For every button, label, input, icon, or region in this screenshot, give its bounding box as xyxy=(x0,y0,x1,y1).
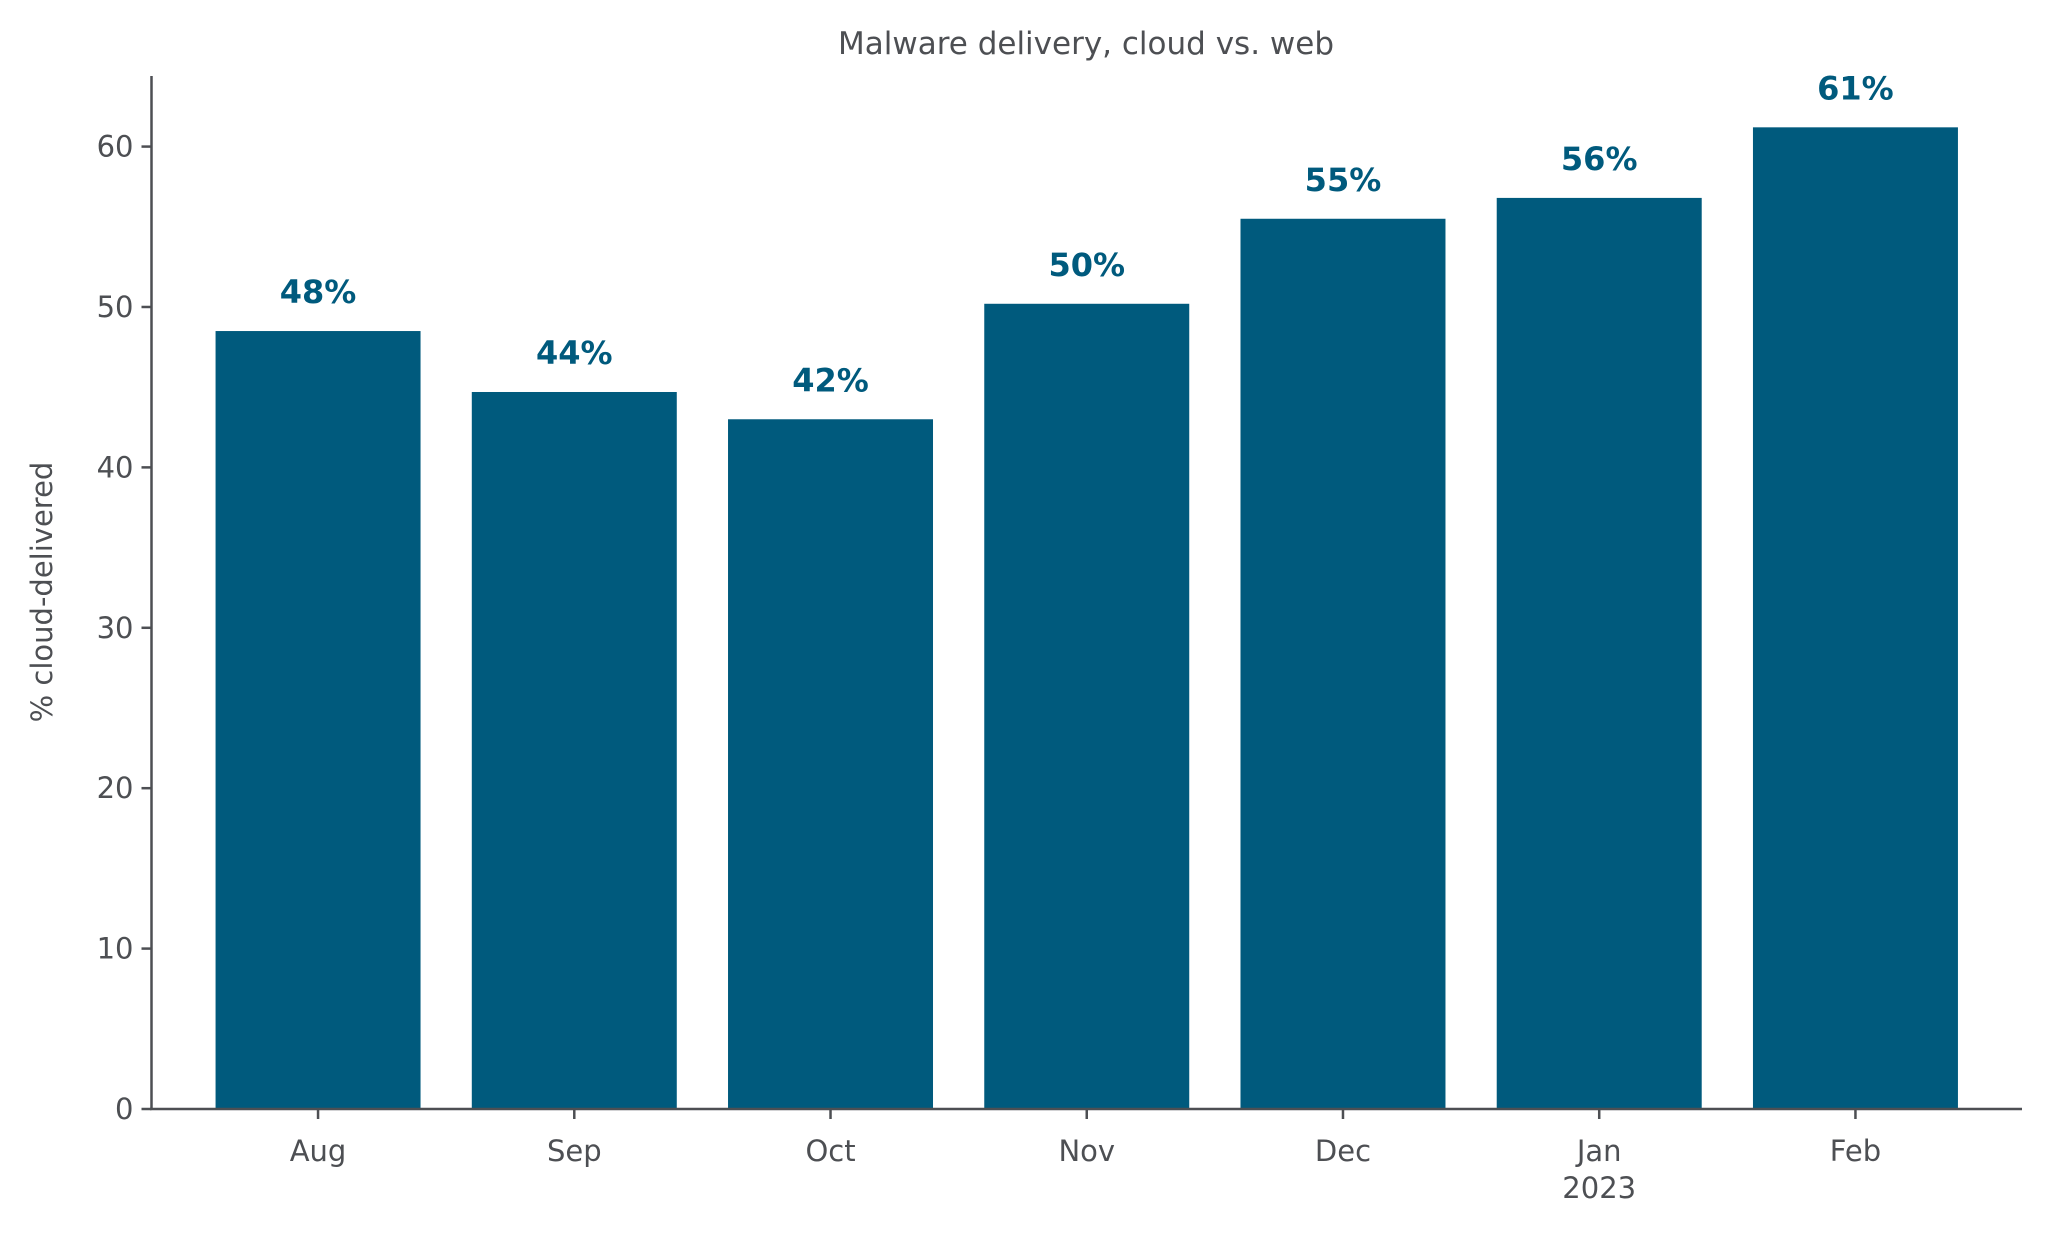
y-tick-label: 0 xyxy=(115,1092,133,1126)
bar-nov xyxy=(984,303,1190,1109)
data-label: 56% xyxy=(1561,140,1638,178)
data-label: 50% xyxy=(1048,246,1125,284)
data-label: 61% xyxy=(1817,69,1894,107)
x-tick-label: Oct xyxy=(805,1134,855,1168)
y-tick-label: 10 xyxy=(97,932,134,966)
x-tick-label: Feb xyxy=(1830,1134,1881,1168)
data-label: 48% xyxy=(280,273,357,311)
x-tick-sublabel: 2023 xyxy=(1562,1171,1636,1205)
x-tick-label: Aug xyxy=(290,1134,347,1168)
y-tick-label: 40 xyxy=(97,450,134,484)
data-label: 44% xyxy=(536,334,613,372)
y-tick-label: 60 xyxy=(97,130,134,164)
y-tick-label: 30 xyxy=(97,611,134,645)
bar-oct xyxy=(728,419,934,1109)
x-tick-label: Dec xyxy=(1315,1134,1371,1168)
bar-aug xyxy=(215,331,421,1109)
bar-dec xyxy=(1240,218,1446,1109)
x-tick-label: Sep xyxy=(547,1134,602,1168)
y-tick-label: 50 xyxy=(97,290,134,324)
y-axis-label: % cloud-delivered xyxy=(25,462,59,723)
data-label: 42% xyxy=(792,361,869,399)
x-tick-label: Jan xyxy=(1575,1134,1622,1168)
bar-jan xyxy=(1496,197,1702,1109)
y-tick-label: 20 xyxy=(97,771,134,805)
chart-title: Malware delivery, cloud vs. web xyxy=(838,26,1334,62)
data-label: 55% xyxy=(1305,161,1382,199)
bar-feb xyxy=(1752,127,1958,1109)
bar-sep xyxy=(471,391,677,1109)
x-tick-label: Nov xyxy=(1058,1134,1115,1168)
